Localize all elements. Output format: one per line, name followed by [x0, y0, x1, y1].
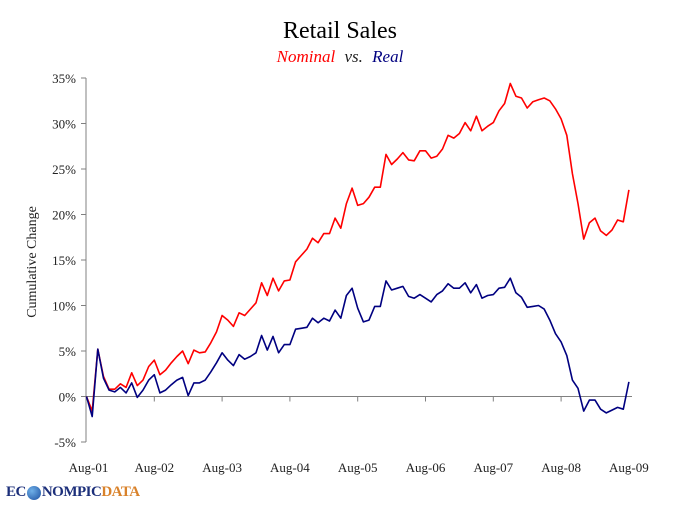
- subtitle-real: Real: [371, 47, 403, 66]
- y-tick-label: 10%: [52, 299, 76, 314]
- x-tick-label: Aug-01: [69, 460, 109, 475]
- logo-part-data: DATA: [101, 484, 140, 500]
- logo-part-nompic: NOMPIC: [41, 484, 102, 500]
- y-tick-label: 30%: [52, 117, 76, 132]
- y-tick-label: 0%: [59, 390, 77, 405]
- x-tick-label: Aug-02: [134, 460, 174, 475]
- chart-subtitle: Nominal vs. Real: [276, 47, 404, 66]
- x-tick-label: Aug-04: [270, 460, 310, 475]
- x-tick-label: Aug-07: [473, 460, 513, 475]
- logo-part-ec: EC: [6, 484, 26, 500]
- series-line-nominal: [85, 82, 630, 412]
- subtitle-nominal: Nominal: [276, 47, 336, 66]
- x-tick-label: Aug-06: [406, 460, 446, 475]
- subtitle-vs: vs.: [344, 47, 362, 66]
- y-tick-label: -5%: [54, 435, 76, 450]
- x-tick-label: Aug-05: [338, 460, 378, 475]
- y-tick-label: 15%: [52, 253, 76, 268]
- globe-icon: [26, 485, 41, 500]
- chart-title: Retail Sales: [283, 18, 397, 44]
- economicdata-logo: EC NOMPIC DATA: [6, 484, 140, 501]
- y-tick-label: 25%: [52, 162, 76, 177]
- series-line-real: [85, 277, 630, 418]
- y-tick-label: 20%: [52, 208, 76, 223]
- x-tick-label: Aug-08: [541, 460, 581, 475]
- y-tick-label: 5%: [59, 344, 77, 359]
- x-tick-label: Aug-09: [609, 460, 649, 475]
- y-axis-label: Cumulative Change: [25, 206, 40, 318]
- y-tick-label: 35%: [52, 71, 76, 86]
- x-tick-label: Aug-03: [202, 460, 242, 475]
